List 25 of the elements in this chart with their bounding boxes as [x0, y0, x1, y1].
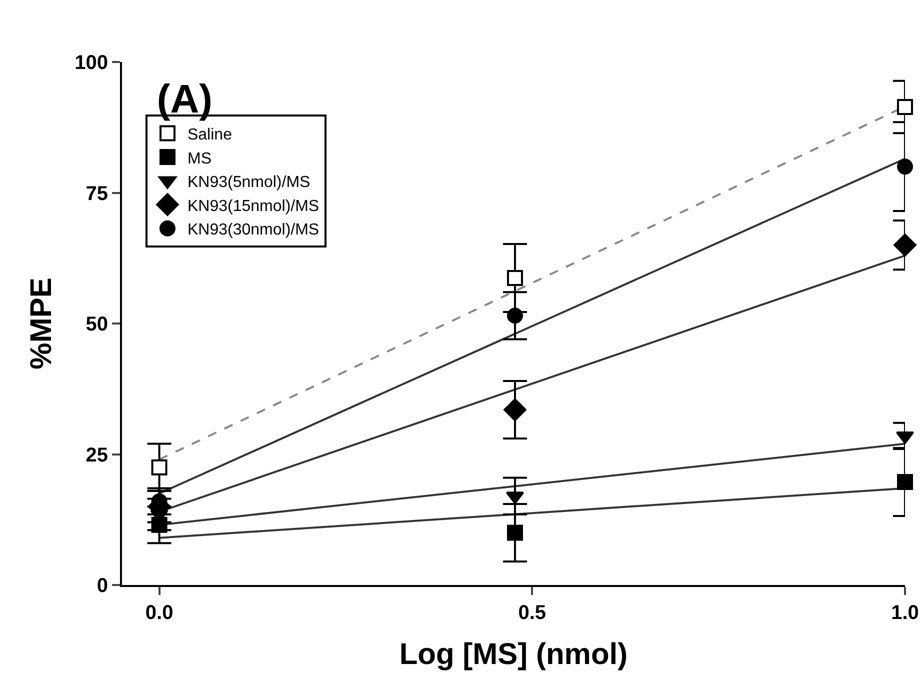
- legend-label: MS: [187, 150, 212, 168]
- y-axis-title: %MPE: [25, 278, 58, 370]
- point: [894, 234, 916, 256]
- y-tick-label: 75: [86, 182, 108, 205]
- legend-label: KN93(5nmol)/MS: [187, 174, 310, 192]
- point: [506, 270, 523, 286]
- point: [897, 98, 913, 115]
- point: [897, 158, 913, 175]
- x-tick-label: 0.0: [145, 602, 174, 624]
- point: [151, 459, 168, 476]
- y-tick-label: 100: [74, 52, 108, 74]
- x-tick-label: 1.0: [891, 602, 919, 624]
- point: [897, 474, 913, 490]
- y-tick-label: 0: [96, 575, 108, 597]
- legend-label: Saline: [187, 126, 232, 144]
- legend-label: KN93(15nmol)/MS: [187, 198, 320, 215]
- chart-title: (A): [156, 78, 212, 122]
- legend-label: KN93(30nmol)/MS: [187, 222, 320, 239]
- point: [504, 398, 526, 422]
- x-tick-label: 0.5: [518, 602, 546, 624]
- point: [506, 524, 523, 541]
- y-tick-label: 50: [86, 314, 108, 336]
- point: [506, 308, 523, 324]
- x-axis-title: Log [MS] (nmol): [399, 638, 628, 671]
- y-tick-label: 25: [86, 444, 108, 466]
